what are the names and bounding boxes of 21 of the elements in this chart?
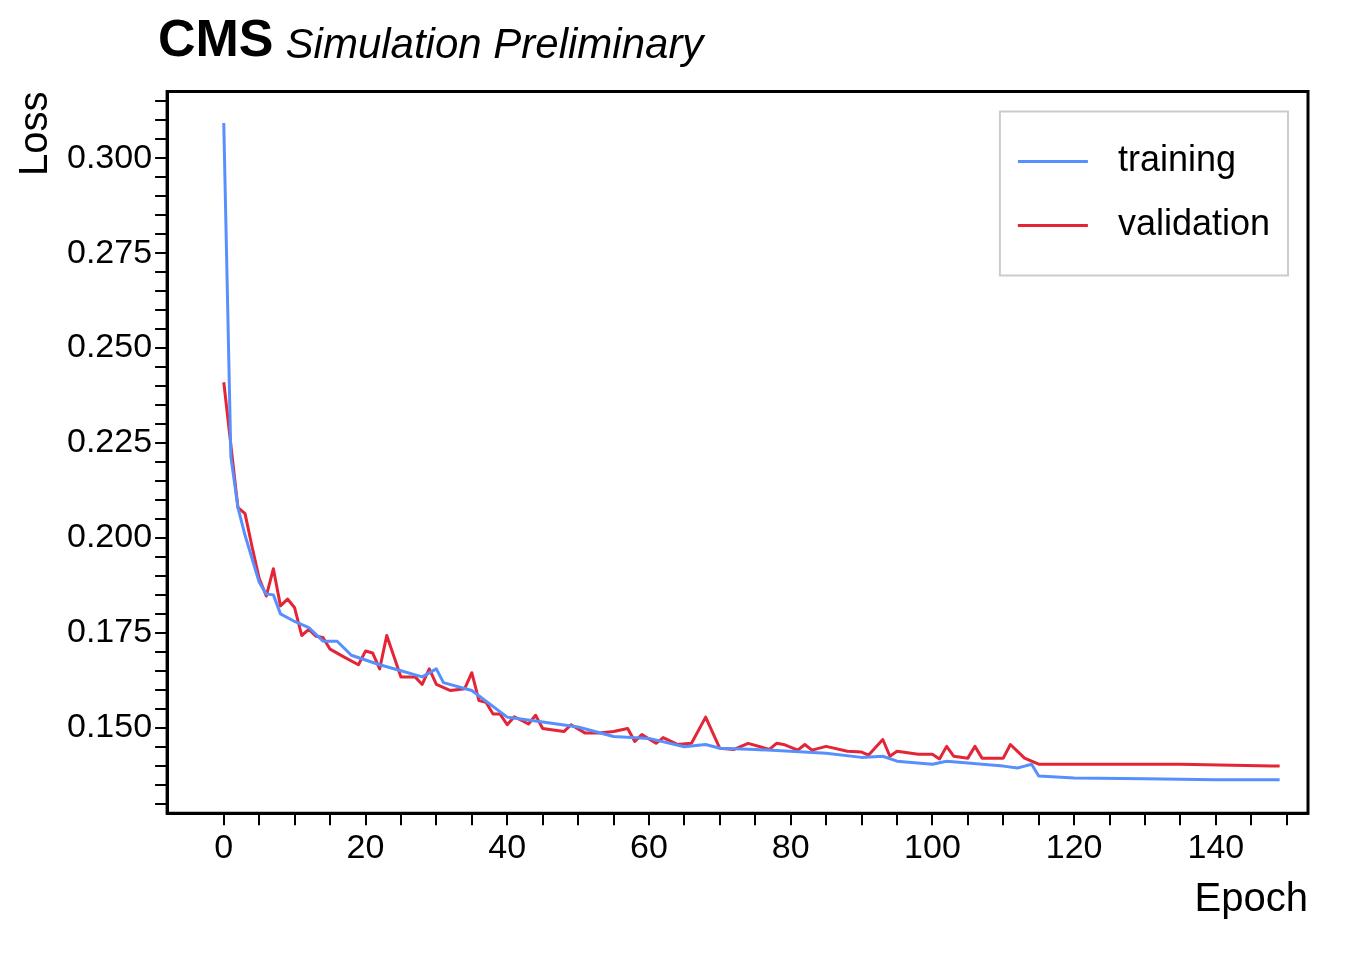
y-tick-label: 0.200 [66, 516, 153, 555]
y-axis-title: Loss [11, 91, 56, 176]
x-tick-label: 60 [630, 826, 668, 865]
legend-label: training [1117, 138, 1236, 180]
x-tick-label: 0 [214, 826, 234, 865]
x-axis-title: Epoch [1194, 875, 1308, 920]
x-tick-label: 140 [1187, 826, 1245, 865]
x-tick-label: 120 [1045, 826, 1103, 865]
x-tick-label: 100 [904, 826, 961, 865]
x-tick-label: 40 [488, 826, 527, 865]
y-tick-label: 0.225 [66, 421, 153, 460]
y-tick-label: 0.275 [66, 231, 153, 270]
x-tick-label: 80 [771, 826, 810, 865]
y-tick-label: 0.175 [66, 611, 153, 650]
chart-subtitle: Simulation Preliminary [285, 20, 704, 68]
chart-title: CMS [158, 8, 274, 68]
y-tick-label: 0.300 [66, 136, 153, 175]
x-tick-label: 20 [346, 826, 385, 865]
legend-label: validation [1117, 202, 1271, 244]
y-tick-label: 0.250 [66, 326, 153, 365]
y-tick-label: 0.150 [66, 706, 153, 745]
